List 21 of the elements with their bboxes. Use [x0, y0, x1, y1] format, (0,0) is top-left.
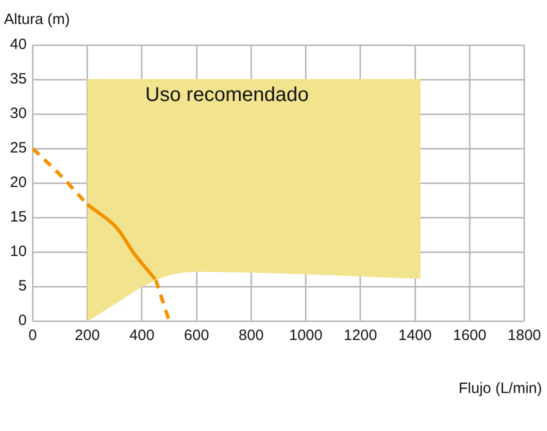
x-tick-label: 1400	[398, 327, 432, 344]
x-tick-label: 1600	[453, 327, 486, 344]
y-tick-label: 30	[10, 105, 27, 122]
y-tick-label: 40	[10, 36, 27, 54]
y-tick-label: 10	[10, 243, 27, 260]
annotation: Uso recomendado	[145, 84, 309, 106]
y-tick-label: 35	[10, 70, 27, 88]
x-tick-label: 400	[129, 327, 154, 344]
x-axis-title: Flujo (L/min)	[458, 380, 542, 397]
y-axis-title: Altura (m)	[4, 11, 70, 28]
y-tick-label: 25	[10, 140, 27, 157]
x-tick-label: 200	[74, 327, 100, 344]
x-tick-label: 1000	[289, 327, 322, 344]
y-tick-label: 15	[10, 208, 27, 226]
y-tick-label: 20	[10, 174, 27, 192]
x-tick-label: 1200	[344, 327, 378, 344]
y-tick-label: 5	[18, 278, 27, 295]
x-tick-label: 800	[238, 327, 264, 344]
x-tick-label: 600	[184, 327, 210, 344]
y-tick-label: 0	[18, 312, 27, 330]
x-tick-label: 1800	[508, 327, 542, 344]
